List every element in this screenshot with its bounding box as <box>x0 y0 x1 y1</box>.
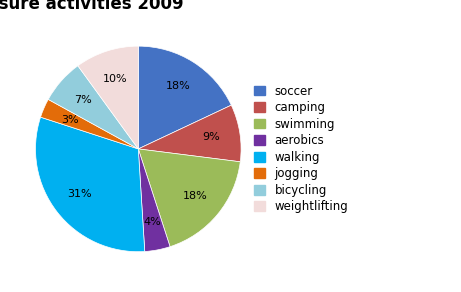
Text: 18%: 18% <box>183 191 208 201</box>
Text: 31%: 31% <box>67 189 92 199</box>
Wedge shape <box>138 149 170 251</box>
Wedge shape <box>78 46 138 149</box>
Wedge shape <box>138 105 241 162</box>
Text: Leisure activities 2009: Leisure activities 2009 <box>0 0 184 13</box>
Text: 18%: 18% <box>165 81 190 91</box>
Text: 10%: 10% <box>103 74 128 84</box>
Wedge shape <box>41 99 138 149</box>
Text: 9%: 9% <box>202 132 220 142</box>
Wedge shape <box>138 149 240 247</box>
Wedge shape <box>35 117 145 252</box>
Wedge shape <box>48 66 138 149</box>
Text: 7%: 7% <box>74 95 92 105</box>
Wedge shape <box>138 46 231 149</box>
Text: 3%: 3% <box>62 114 79 124</box>
Legend: soccer, camping, swimming, aerobics, walking, jogging, bicycling, weightlifting: soccer, camping, swimming, aerobics, wal… <box>252 82 351 216</box>
Text: 4%: 4% <box>143 217 161 227</box>
